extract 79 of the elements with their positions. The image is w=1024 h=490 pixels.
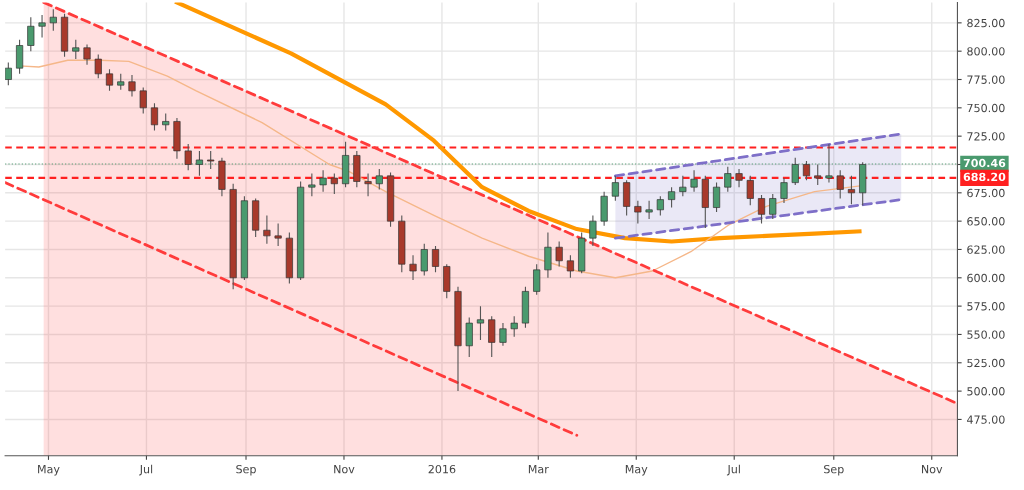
y-tick-label: 750.00 [967, 103, 1005, 113]
y-tick-label: 475.00 [967, 415, 1005, 424]
x-tick-label: Sep [824, 464, 844, 476]
candlestick [263, 214, 271, 245]
candlestick [38, 14, 46, 39]
y-tick-label: 825.00 [967, 18, 1005, 28]
candlestick [420, 243, 428, 277]
candlestick [847, 175, 856, 205]
candlestick [431, 245, 440, 273]
x-tick-label: Sep [236, 464, 256, 476]
candlestick [375, 168, 383, 190]
x-tick-label: Nov [334, 465, 355, 474]
x-tick-label: Jul [139, 464, 153, 476]
y-tick-label: 550.00 [967, 330, 1005, 339]
candlestick [27, 16, 35, 52]
candlestick [679, 175, 687, 197]
y-tick-label: 775.00 [967, 75, 1005, 84]
candlestick [207, 150, 215, 170]
line-series [174, 2, 862, 244]
candlestick [566, 254, 574, 279]
y-tick-label: 525.00 [967, 358, 1005, 368]
x-tick-label: May [625, 465, 648, 476]
x-tick-label: Jul [726, 464, 740, 476]
candlestick [724, 166, 732, 193]
candlestick [476, 305, 485, 341]
candlestick [589, 214, 597, 247]
y-tick-label: 800.00 [967, 47, 1005, 56]
candlestick [330, 172, 338, 195]
candlestick [150, 102, 159, 132]
y-tick-label: 575.00 [967, 302, 1005, 311]
candlestick [94, 54, 102, 79]
candlestick [735, 168, 743, 188]
candlestick [139, 86, 147, 115]
candlestick [184, 143, 192, 171]
candlestick [465, 316, 473, 358]
candlestick [16, 39, 24, 75]
candlestick [780, 177, 788, 204]
candlestick [746, 175, 754, 206]
y-tick-label: 625.00 [967, 245, 1005, 254]
candlestick [128, 74, 136, 98]
candlestick [656, 195, 664, 217]
candlestick [555, 240, 563, 268]
candlestick [645, 200, 653, 220]
x-tick-label: Nov [921, 465, 943, 474]
y-tick-label: 600.00 [967, 273, 1005, 283]
candlestick [510, 315, 518, 338]
candlestick [690, 169, 698, 193]
candlestick [769, 193, 777, 220]
candlestick [757, 194, 766, 224]
ref-line-label: 700.46 [963, 158, 1006, 168]
candlestick [544, 231, 552, 279]
ref-line-label: 688.20 [963, 172, 1006, 182]
candlestick [308, 172, 316, 197]
x-tick-label: 2016 [428, 464, 456, 474]
y-tick-label: 675.00 [967, 188, 1005, 198]
candlestick [105, 68, 114, 92]
x-tick-label: May [38, 465, 60, 476]
candlestick [72, 39, 80, 60]
y-tick-label: 725.00 [967, 132, 1005, 141]
candlestick [814, 163, 822, 186]
candlestick [533, 263, 541, 296]
candlestick [409, 254, 417, 281]
candlestick [634, 200, 642, 224]
candlestick [83, 43, 91, 66]
y-tick-label: 650.00 [967, 217, 1005, 226]
candlestick [274, 222, 282, 247]
candlestick [836, 169, 844, 200]
x-tick-label: Mar [528, 465, 549, 474]
candlestick [668, 186, 676, 209]
candlestick [712, 182, 721, 213]
candlestick [611, 175, 619, 202]
candlestick [802, 160, 811, 181]
candlestick [623, 179, 631, 217]
candlestick [499, 322, 507, 347]
candlestick [364, 172, 372, 197]
candlestick [49, 8, 57, 32]
candlestick [488, 315, 496, 358]
y-tick-label: 500.00 [967, 387, 1005, 396]
candlestick [319, 169, 327, 193]
